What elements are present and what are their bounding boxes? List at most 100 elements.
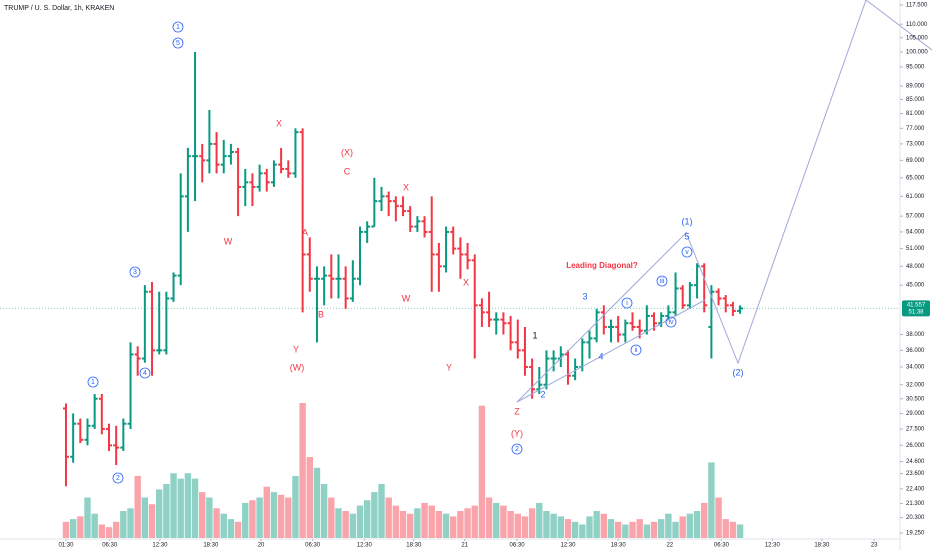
wave-label: 2 (116, 475, 120, 482)
y-tick-label: 89.000 (906, 84, 925, 90)
wave-circle (511, 443, 523, 455)
volume-bar (77, 516, 84, 538)
wave-circle (129, 266, 141, 278)
wave-lines (516, 0, 932, 403)
countdown-label: 51:38 (908, 309, 924, 315)
x-tick-label: 20 (258, 543, 265, 549)
y-tick-label: 100.000 (906, 50, 928, 56)
volume-bar (249, 500, 256, 538)
y-tick-label: 110.000 (906, 22, 928, 28)
wave-label: 4 (143, 370, 147, 377)
y-tick-label: 105.000 (906, 35, 928, 41)
axes: 117.500 110.000 105.000 100.000 95.000 89.000… (0, 3, 930, 549)
volume-bar (199, 492, 206, 538)
y-tick-label: 73.000 (906, 141, 925, 147)
volume-bar (736, 524, 744, 538)
volume-bar (363, 500, 371, 538)
y-tick-label: 95.000 (906, 65, 925, 71)
volume-bar (112, 521, 120, 538)
volume-bar (263, 486, 270, 538)
volume-bar (514, 513, 521, 538)
volume-bar (371, 492, 378, 538)
volume-bar (485, 497, 493, 538)
volume-bar (120, 511, 127, 538)
volume-bar (593, 511, 600, 538)
y-tick-label: 77.000 (906, 126, 925, 132)
volume-bar (636, 519, 643, 538)
y-tick-label: 23.600 (906, 471, 925, 477)
volume-bar (557, 516, 564, 538)
volume-bar (586, 516, 593, 538)
y-tick-label: 27.500 (906, 427, 925, 433)
volume-bar (141, 497, 149, 538)
wave-circle (172, 21, 184, 33)
y-tick-label: 81.000 (906, 111, 925, 117)
wave-label: 5 (684, 231, 689, 241)
volume-bar (729, 521, 737, 538)
volume-bar (629, 521, 636, 538)
last-price-box (902, 300, 930, 317)
volume-bar (91, 513, 98, 538)
wave-label: (W) (290, 362, 305, 372)
volume-bar (234, 521, 242, 538)
wave-circle (112, 472, 124, 484)
volume-bar (693, 511, 701, 538)
volume-bar (600, 513, 608, 538)
wave-label: X (276, 118, 282, 128)
volume-bar (406, 513, 414, 538)
volume-bar (614, 521, 622, 538)
wave-circle (630, 344, 642, 356)
y-tick-label: 26.000 (906, 443, 925, 449)
volume-bar (127, 508, 134, 538)
y-tick-label: 65.000 (906, 175, 925, 181)
volume-bar (564, 519, 572, 538)
y-tick-label: 61.000 (906, 194, 925, 200)
volume-bar (320, 484, 328, 538)
wave-label: (2) (733, 367, 744, 377)
volume-bar (672, 521, 679, 538)
volume-bar (285, 497, 292, 538)
volume-bar (507, 511, 514, 538)
volume-bar (686, 513, 694, 538)
wave-label: Z (514, 406, 520, 416)
volume-bar (105, 527, 113, 538)
volume-bar (242, 502, 249, 538)
wave-label: i (626, 300, 628, 307)
wave-circle (172, 37, 184, 49)
y-tick-label: 38.000 (906, 332, 925, 338)
wave-circle (665, 316, 677, 328)
wave-labels: 153142XWABY(W)(X)CXWXYZ(Y)21234iiiiiiivv… (87, 21, 744, 484)
wave-label: iii (660, 278, 665, 285)
volume-bar (421, 502, 428, 538)
volume-bar (256, 497, 263, 538)
volume-bar (306, 457, 314, 538)
y-tick-label: 57.000 (906, 214, 925, 220)
volume-bar (98, 524, 106, 538)
wave-circle (139, 367, 151, 379)
x-tick-label: 12:30 (152, 543, 168, 549)
volume-bar (478, 405, 486, 538)
volume-bar (328, 497, 335, 538)
y-tick-label: 69.000 (906, 158, 925, 164)
volume-bar (342, 511, 349, 538)
x-tick-label: 06:30 (102, 543, 118, 549)
volume-bar (399, 511, 407, 538)
volume-bar (428, 505, 435, 538)
wave-circle (87, 376, 99, 388)
volume-bar (543, 511, 550, 538)
wave-circle (681, 246, 693, 258)
wave-label: X (463, 277, 469, 287)
volume-bar (156, 489, 163, 538)
x-tick-label: 18:30 (406, 543, 422, 549)
projection-line (686, 0, 867, 365)
y-tick-label: 30.500 (906, 396, 925, 402)
wave-label: W (402, 293, 411, 303)
y-tick-label: 45.000 (906, 283, 925, 289)
wave-label: 5 (176, 40, 180, 47)
volume-bar (227, 519, 235, 538)
y-tick-label: 54.000 (906, 230, 925, 236)
volume-bar (715, 497, 722, 538)
volume-bar (579, 524, 586, 538)
x-tick-label: 06:30 (305, 543, 321, 549)
wave-label: 1 (176, 24, 180, 31)
